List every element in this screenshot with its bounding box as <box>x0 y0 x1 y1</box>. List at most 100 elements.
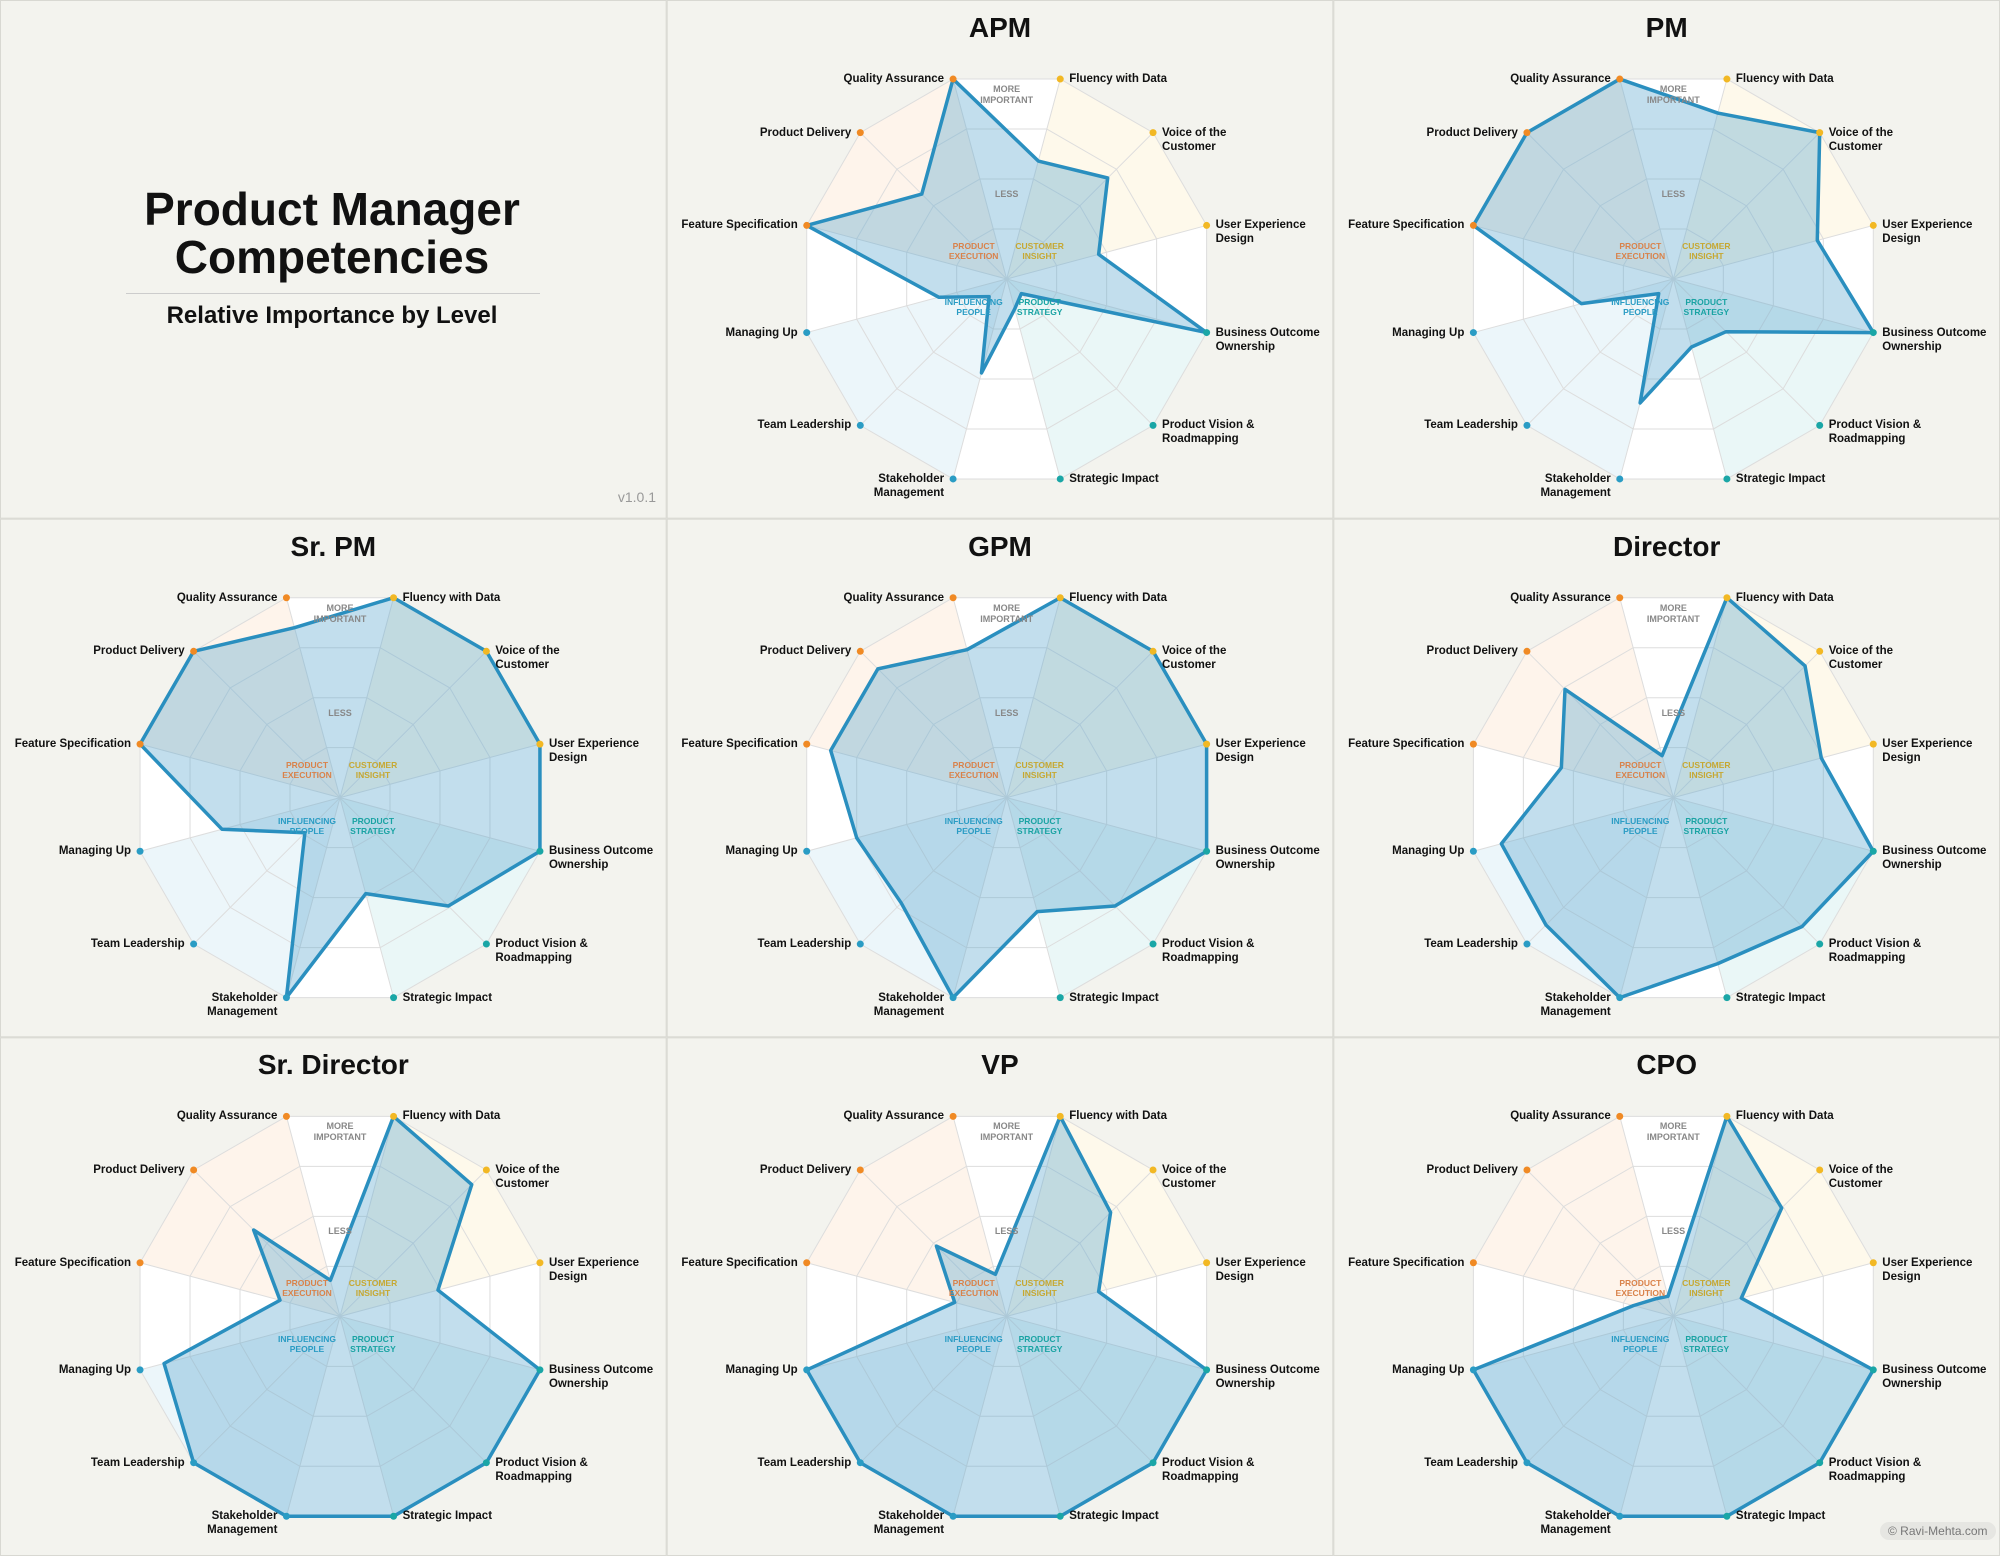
axis-dot <box>282 1512 290 1520</box>
group-label: PRODUCT STRATEGY <box>1683 297 1730 317</box>
spoke <box>1473 797 1674 852</box>
spoke <box>1673 743 1874 799</box>
axis-label: Feature Specification <box>1348 1256 1465 1269</box>
axis-dot <box>1869 740 1877 748</box>
spoke <box>1006 797 1154 945</box>
axis-label: Business Outcome Ownership <box>548 845 654 872</box>
axis-label: User Experience Design <box>1882 219 1973 246</box>
sector-shade <box>1006 797 1154 998</box>
axis-label: Business Outcome Ownership <box>1215 1363 1320 1390</box>
spoke <box>859 1169 1008 1317</box>
sector-shade <box>140 797 340 945</box>
axis-label: Team Leadership <box>90 1456 185 1469</box>
credit: © Ravi-Mehta.com <box>1880 1522 1996 1540</box>
spoke <box>339 1316 395 1517</box>
more-label: MORE IMPORTANT <box>1646 602 1700 624</box>
axis-label: Fluency with Data <box>402 1110 501 1123</box>
group-label: INFLUENCING PEOPLE <box>944 815 1003 836</box>
spoke <box>139 797 341 852</box>
sector-shade <box>1673 132 1874 279</box>
axis-label: Team Leadership <box>1424 419 1518 432</box>
sector-shade <box>193 1116 340 1317</box>
axis-dot <box>1523 421 1531 429</box>
axis-dot <box>482 940 490 948</box>
axis-dot <box>1523 647 1531 655</box>
axis-dot <box>282 994 290 1002</box>
spoke <box>1473 1315 1674 1371</box>
axis-label: Quality Assurance <box>843 1110 945 1123</box>
axis-dot <box>1616 1512 1624 1520</box>
axis-dot <box>390 1112 398 1120</box>
spoke <box>1473 278 1674 334</box>
sector-shade <box>1673 797 1820 998</box>
sector-shade <box>1526 597 1674 798</box>
spoke <box>1473 743 1674 799</box>
axis-dot <box>803 329 811 337</box>
less-label: LESS <box>994 189 1019 199</box>
axis-dot <box>1056 475 1064 483</box>
axis-label: Managing Up <box>725 1363 798 1376</box>
axis-label: User Experience Design <box>1882 738 1973 765</box>
spoke <box>1672 597 1728 798</box>
axis-label: Business Outcome Ownership <box>1882 845 1987 872</box>
axis-dot <box>1203 221 1211 229</box>
group-label: PRODUCT STRATEGY <box>1016 297 1063 317</box>
spoke <box>1526 132 1674 280</box>
spoke <box>1619 1116 1674 1317</box>
axis-dot <box>803 1259 811 1267</box>
spoke <box>339 743 541 799</box>
axis-dot <box>390 1512 398 1520</box>
spoke <box>952 1316 1008 1517</box>
less-label: LESS <box>994 707 1019 718</box>
spoke <box>1006 224 1207 280</box>
axis-label: Stakeholder Management <box>1540 1510 1611 1537</box>
spoke <box>1006 797 1207 852</box>
axis-dot <box>1056 594 1064 602</box>
spoke <box>1672 650 1821 799</box>
group-label: INFLUENCING PEOPLE <box>944 297 1003 317</box>
less-label: LESS <box>328 1226 352 1237</box>
group-label: INFLUENCING PEOPLE <box>1611 815 1670 836</box>
spoke <box>1619 597 1674 798</box>
axis-label: Fluency with Data <box>402 591 501 604</box>
group-label: PRODUCT EXECUTION <box>1615 759 1666 780</box>
group-label: PRODUCT EXECUTION <box>282 1278 332 1299</box>
sector-shade <box>340 797 487 998</box>
sector-shade <box>806 797 1007 945</box>
spoke <box>339 650 487 799</box>
page-title: Product Manager Competencies <box>144 183 520 283</box>
axis-label: Strategic Impact <box>1069 991 1159 1004</box>
axis-label: Product Delivery <box>1426 1163 1518 1176</box>
sector-shade <box>140 1316 340 1463</box>
radar-area <box>804 77 1209 375</box>
axis-dot <box>1523 129 1531 137</box>
axis-label: Fluency with Data <box>1735 591 1834 604</box>
chart-title: Director <box>1612 530 1721 562</box>
axis-label: User Experience Design <box>1882 1256 1973 1283</box>
axis-label: Fluency with Data <box>1735 1110 1834 1123</box>
axis-label: Strategic Impact <box>1735 472 1826 485</box>
sector-shade <box>1673 279 1820 479</box>
axis-label: Stakeholder Management <box>873 472 945 499</box>
axis-label: Team Leadership <box>757 938 852 951</box>
spoke <box>806 1315 1007 1371</box>
axis-dot <box>1616 75 1624 83</box>
axis-dot <box>1869 1259 1877 1267</box>
group-label: CUSTOMER INSIGHT <box>1015 241 1064 261</box>
axis-label: Business Outcome Ownership <box>548 1363 654 1390</box>
more-label: MORE IMPORTANT <box>313 602 367 624</box>
spoke <box>339 797 487 945</box>
axis-label: Team Leadership <box>1424 1456 1518 1469</box>
sector-shade <box>1673 1169 1874 1317</box>
sector-shade <box>1673 1316 1874 1463</box>
axis-label: Product Vision & Roadmapping <box>495 938 588 965</box>
sector-shade <box>140 1169 340 1317</box>
spoke <box>139 1315 341 1371</box>
axis-label: Product Delivery <box>759 126 852 139</box>
axis-dot <box>1869 329 1877 337</box>
spoke <box>285 797 341 998</box>
spoke <box>285 1116 341 1317</box>
axis-label: Voice of the Customer <box>1162 645 1227 672</box>
sector-shade <box>1473 1316 1674 1463</box>
spoke <box>1006 278 1207 334</box>
